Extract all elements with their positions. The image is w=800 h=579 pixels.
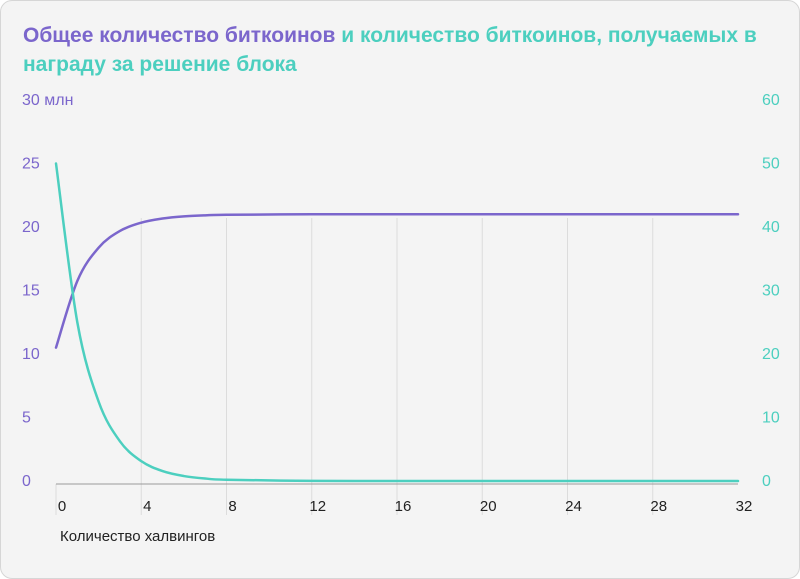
x-tick-label: 24 xyxy=(565,498,582,515)
x-tick-label: 16 xyxy=(395,498,412,515)
x-axis-label: Количество халвингов xyxy=(60,528,216,545)
x-tick-label: 12 xyxy=(309,498,326,515)
y-right-tick-label: 60 xyxy=(762,92,780,109)
y-right-tick-label: 10 xyxy=(762,410,780,427)
x-tick-label: 28 xyxy=(650,498,667,515)
x-tick-label: 4 xyxy=(143,498,151,515)
title-part-reward: и количество биткоинов, получаемых в наг… xyxy=(23,24,757,76)
y-left-tick-label: 0 xyxy=(22,473,31,490)
y-left-tick-label: 5 xyxy=(22,410,31,427)
x-tick-label: 0 xyxy=(58,498,66,515)
y-left-tick-label: 30 млн xyxy=(22,92,73,109)
y-left-tick-label: 15 xyxy=(22,283,40,300)
y-left-tick-label: 25 xyxy=(22,156,40,173)
y-right-tick-label: 30 xyxy=(762,283,780,300)
y-right-tick-label: 0 xyxy=(762,473,771,490)
y-left-tick-label: 10 xyxy=(22,346,40,363)
title-part-total: Общее количество биткоинов xyxy=(23,24,336,47)
x-tick-label: 20 xyxy=(480,498,497,515)
series-line-total-supply xyxy=(54,213,740,349)
y-left-tick-label: 20 xyxy=(22,219,40,236)
chart-title: Общее количество биткоинов и количество … xyxy=(23,21,793,79)
x-tick-label: 32 xyxy=(736,498,753,515)
y-right-tick-label: 20 xyxy=(762,346,780,363)
series-line-block-reward xyxy=(54,162,740,483)
y-right-tick-label: 50 xyxy=(762,156,780,173)
y-right-tick-label: 40 xyxy=(762,219,780,236)
x-tick-label: 8 xyxy=(228,498,236,515)
